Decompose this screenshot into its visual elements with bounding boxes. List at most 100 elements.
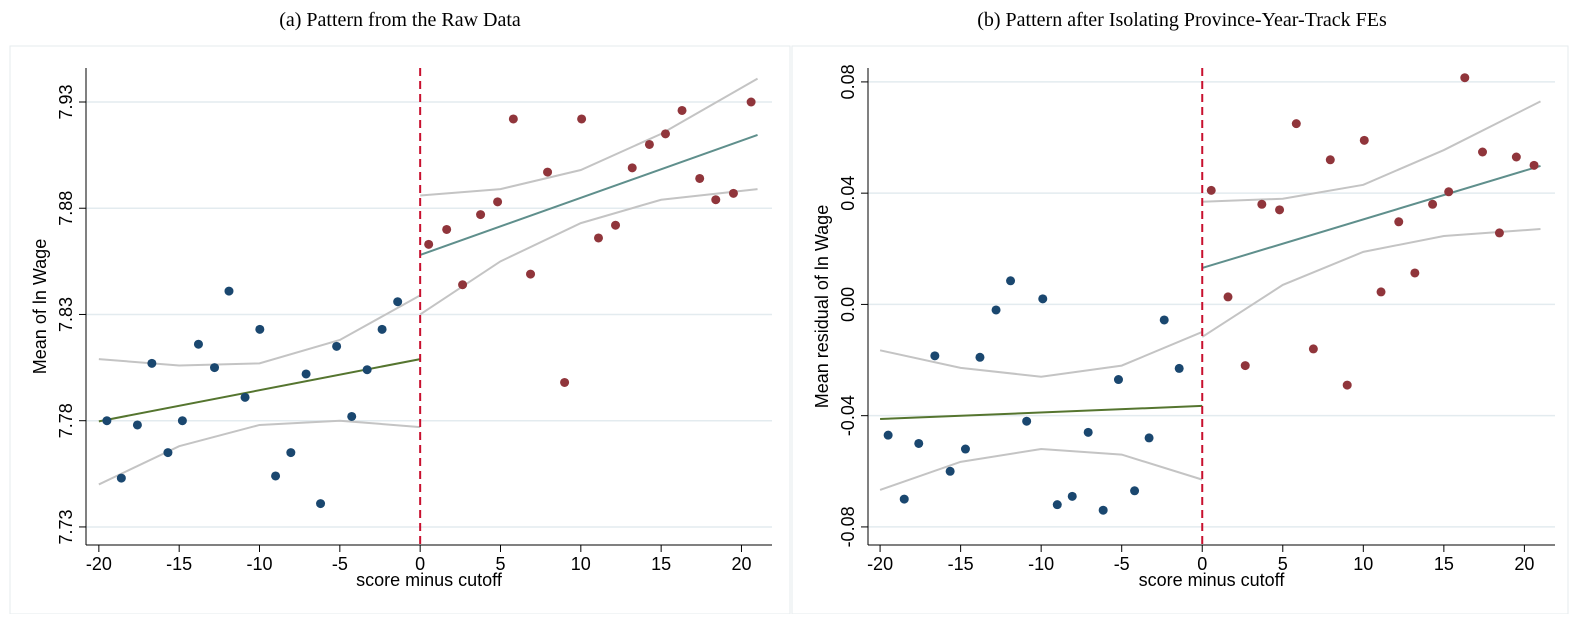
fit-line [1201,228,1541,338]
fit-line [98,358,421,423]
point [424,239,434,249]
point [728,188,738,198]
y-axis-label: Mean of ln Wage [30,239,50,374]
point [991,305,1001,315]
point [1006,276,1016,286]
point [611,220,621,230]
point [476,210,486,220]
point [1223,292,1233,302]
fit-line [419,133,758,256]
point [301,369,311,379]
point [493,197,503,207]
point [1291,119,1301,129]
point [332,341,342,351]
point [695,173,705,183]
x-tick-label: -15 [948,554,974,574]
point [660,129,670,139]
point [1275,205,1285,215]
fit-line [419,188,758,316]
point [1083,427,1093,437]
x-tick-label: -10 [247,554,273,574]
point [1444,187,1454,197]
point [362,365,372,375]
point [1494,228,1504,238]
point [1428,199,1438,209]
point [1038,294,1048,304]
y-tick-label: -0.04 [838,395,858,436]
y-tick-label: 7.73 [56,509,76,544]
point [960,444,970,454]
point [1257,199,1267,209]
point [914,438,924,448]
x-tick-label: -20 [867,554,893,574]
point [210,363,220,373]
fit-line [1201,164,1541,269]
point [193,339,203,349]
point [577,114,587,124]
x-tick-label: -5 [1114,554,1130,574]
point [1113,375,1123,385]
x-tick-label: 10 [571,554,591,574]
point [102,416,112,426]
y-tick-label: 7.78 [56,403,76,438]
point [458,280,468,290]
point [1067,491,1077,501]
x-tick-label: -10 [1028,554,1054,574]
point [286,448,296,458]
chart-title: (b) Pattern after Isolating Province-Yea… [977,9,1387,31]
y-tick-label: -0.08 [838,506,858,547]
point [945,466,955,476]
point [560,377,570,387]
point [1529,160,1539,170]
y-tick-label: 7.83 [56,297,76,332]
x-axis-label: score minus cutoff [1139,570,1286,590]
point [930,351,940,361]
point [116,473,126,483]
y-tick-label: 7.93 [56,84,76,119]
point [1308,344,1318,354]
point [442,224,452,234]
point [1359,135,1369,145]
point [627,163,637,173]
y-tick-label: 0.04 [838,176,858,211]
fit-line [879,448,1203,491]
point [1394,217,1404,227]
point [1478,147,1488,157]
point [1098,505,1108,515]
point [644,139,654,149]
point [975,352,985,362]
x-tick-label: 15 [1434,554,1454,574]
point [255,324,265,334]
fit-line [880,404,1203,421]
y-tick-label: 0.08 [838,64,858,99]
x-axis-label: score minus cutoff [356,570,503,590]
y-tick-label: 7.88 [56,191,76,226]
x-tick-label: 15 [651,554,671,574]
point [1511,152,1521,162]
x-tick-label: 10 [1353,554,1373,574]
fit-line [1202,100,1541,203]
point [1325,155,1335,165]
x-tick-label: 20 [1514,554,1534,574]
point [746,97,756,107]
point [1052,500,1062,510]
point [1376,287,1386,297]
point [883,430,893,440]
point [526,269,536,279]
panel-frame [9,45,791,615]
point [1130,486,1140,496]
panel-frame [791,45,1569,615]
point [543,167,553,177]
chart-title: (a) Pattern from the Raw Data [279,9,521,31]
point [1174,363,1184,373]
point [240,392,250,402]
point [163,448,173,458]
point [1342,380,1352,390]
y-tick-label: 0.00 [838,287,858,322]
x-tick-label: 5 [495,554,505,574]
point [132,420,142,430]
point [899,494,909,504]
x-tick-label: 0 [415,554,425,574]
fit-line [420,77,759,197]
point [1022,416,1032,426]
